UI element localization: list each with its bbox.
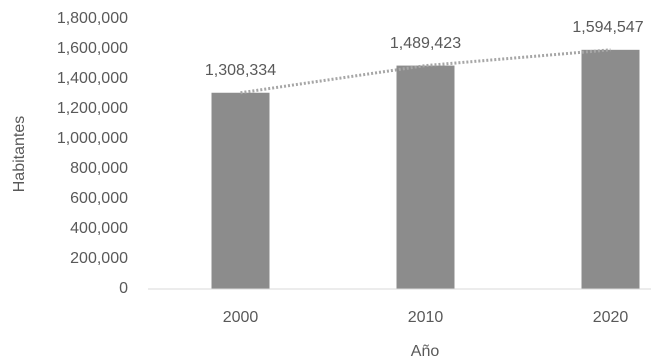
y-tick-label: 200,000 [70, 250, 128, 267]
y-tick-label: 1,400,000 [57, 70, 128, 87]
y-tick-label: 800,000 [70, 160, 128, 177]
value-label: 1,594,547 [572, 19, 643, 36]
y-tick-label: 1,200,000 [57, 100, 128, 117]
y-tick-label: 1,800,000 [57, 10, 128, 27]
x-axis-title: Año [411, 343, 440, 360]
y-tick-label: 0 [119, 280, 128, 297]
x-tick-label: 2010 [408, 309, 444, 326]
x-tick-label: 2020 [593, 309, 629, 326]
x-tick-label: 2000 [223, 309, 259, 326]
y-tick-label: 1,000,000 [57, 130, 128, 147]
bar [581, 49, 640, 290]
value-label: 1,308,334 [205, 62, 276, 79]
y-tick-label: 400,000 [70, 220, 128, 237]
y-tick-label: 600,000 [70, 190, 128, 207]
bar [396, 65, 455, 289]
y-axis-title: Habitantes [11, 116, 28, 193]
bar [211, 92, 270, 289]
y-tick-label: 1,600,000 [57, 40, 128, 57]
value-label: 1,489,423 [390, 35, 461, 52]
